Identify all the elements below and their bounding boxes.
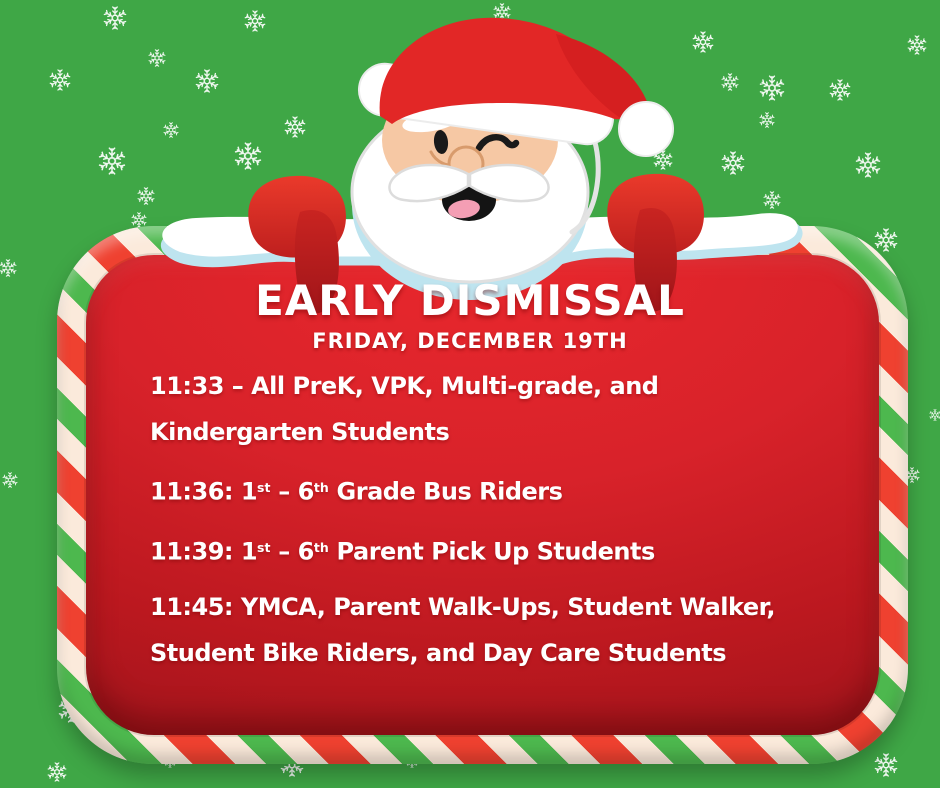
sign-panel	[86, 255, 879, 735]
dismissal-schedule: 11:33 – All PreK, VPK, Multi-grade, and K…	[150, 363, 870, 686]
schedule-item: 11:39: 1st – 6th Parent Pick Up Students	[150, 537, 655, 566]
schedule-item: 11:45: YMCA, Parent Walk-Ups, Student Wa…	[150, 593, 776, 668]
headline: EARLY DISMISSAL	[255, 276, 685, 325]
date-line: FRIDAY, DECEMBER 19TH	[312, 329, 628, 353]
candy-cane-frame	[57, 226, 908, 764]
schedule-item: 11:36: 1st – 6th Grade Bus Riders	[150, 477, 563, 506]
schedule-item: 11:33 – All PreK, VPK, Multi-grade, and K…	[150, 372, 659, 446]
